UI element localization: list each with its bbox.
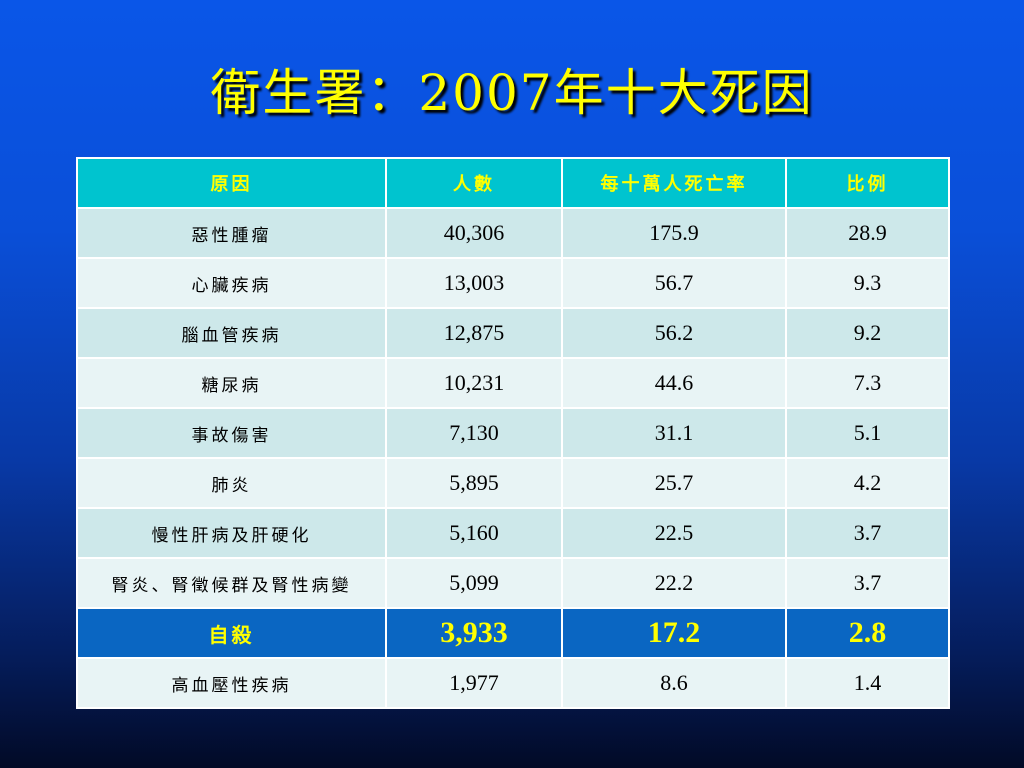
cause-cell: 慢性肝病及肝硬化 xyxy=(76,507,387,559)
cause-cell: 自殺 xyxy=(76,607,387,659)
percentage-cell: 1.4 xyxy=(785,657,950,709)
cause-cell: 糖尿病 xyxy=(76,357,387,409)
table-row: 惡性腫瘤 40,306 175.9 28.9 xyxy=(76,207,950,259)
percentage-cell: 5.1 xyxy=(785,407,950,459)
table-row-highlighted: 自殺 3,933 17.2 2.8 xyxy=(76,607,950,659)
percentage-cell: 7.3 xyxy=(785,357,950,409)
percentage-cell: 3.7 xyxy=(785,507,950,559)
table-row: 肺炎 5,895 25.7 4.2 xyxy=(76,457,950,509)
rate-cell: 44.6 xyxy=(561,357,787,409)
causes-of-death-table: 原因 人數 每十萬人死亡率 比例 惡性腫瘤 40,306 175.9 28.9 … xyxy=(76,157,950,709)
table-row: 事故傷害 7,130 31.1 5.1 xyxy=(76,407,950,459)
table-header-row: 原因 人數 每十萬人死亡率 比例 xyxy=(76,157,950,209)
rate-cell: 22.5 xyxy=(561,507,787,559)
header-percentage: 比例 xyxy=(785,157,950,209)
rate-cell: 56.2 xyxy=(561,307,787,359)
rate-cell: 56.7 xyxy=(561,257,787,309)
header-cause: 原因 xyxy=(76,157,387,209)
header-rate: 每十萬人死亡率 xyxy=(561,157,787,209)
rate-cell: 25.7 xyxy=(561,457,787,509)
table-row: 高血壓性疾病 1,977 8.6 1.4 xyxy=(76,657,950,709)
rate-cell: 22.2 xyxy=(561,557,787,609)
count-cell: 7,130 xyxy=(385,407,563,459)
slide-title: 衛生署：2007年十大死因 xyxy=(210,64,814,122)
count-cell: 40,306 xyxy=(385,207,563,259)
count-cell: 10,231 xyxy=(385,357,563,409)
cause-cell: 腦血管疾病 xyxy=(76,307,387,359)
count-cell: 5,895 xyxy=(385,457,563,509)
percentage-cell: 28.9 xyxy=(785,207,950,259)
header-count: 人數 xyxy=(385,157,563,209)
cause-cell: 腎炎、腎徵候群及腎性病變 xyxy=(76,557,387,609)
table-row: 腎炎、腎徵候群及腎性病變 5,099 22.2 3.7 xyxy=(76,557,950,609)
percentage-cell: 3.7 xyxy=(785,557,950,609)
count-cell: 12,875 xyxy=(385,307,563,359)
table-row: 腦血管疾病 12,875 56.2 9.2 xyxy=(76,307,950,359)
count-cell: 5,099 xyxy=(385,557,563,609)
cause-cell: 心臟疾病 xyxy=(76,257,387,309)
table-row: 糖尿病 10,231 44.6 7.3 xyxy=(76,357,950,409)
cause-cell: 事故傷害 xyxy=(76,407,387,459)
rate-cell: 8.6 xyxy=(561,657,787,709)
count-cell: 5,160 xyxy=(385,507,563,559)
count-cell: 1,977 xyxy=(385,657,563,709)
percentage-cell: 9.2 xyxy=(785,307,950,359)
percentage-cell: 4.2 xyxy=(785,457,950,509)
table-row: 慢性肝病及肝硬化 5,160 22.5 3.7 xyxy=(76,507,950,559)
rate-cell: 175.9 xyxy=(561,207,787,259)
percentage-cell: 2.8 xyxy=(785,607,950,659)
cause-cell: 高血壓性疾病 xyxy=(76,657,387,709)
table-row: 心臟疾病 13,003 56.7 9.3 xyxy=(76,257,950,309)
rate-cell: 17.2 xyxy=(561,607,787,659)
rate-cell: 31.1 xyxy=(561,407,787,459)
cause-cell: 肺炎 xyxy=(76,457,387,509)
percentage-cell: 9.3 xyxy=(785,257,950,309)
count-cell: 13,003 xyxy=(385,257,563,309)
cause-cell: 惡性腫瘤 xyxy=(76,207,387,259)
count-cell: 3,933 xyxy=(385,607,563,659)
